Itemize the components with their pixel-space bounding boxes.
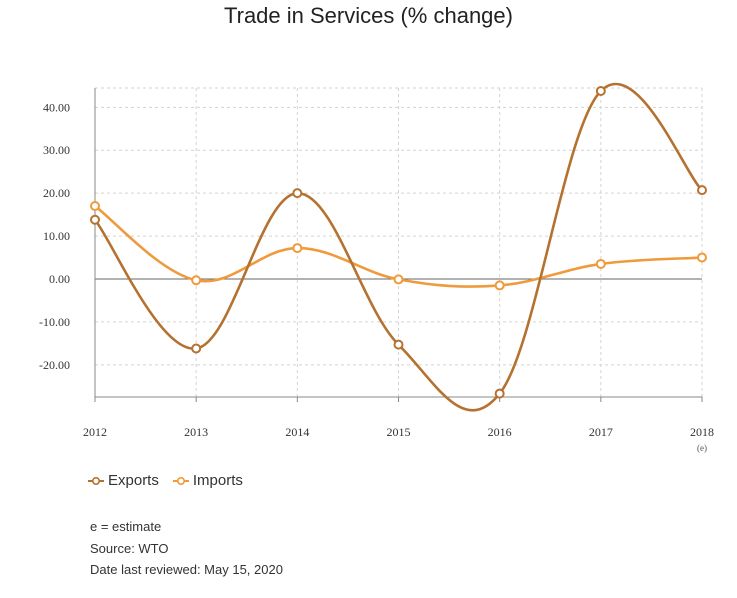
data-point-exports[interactable] [494,388,505,399]
grid-lines [95,87,703,397]
line-chart: 40.00 30.00 20.00 10.00 0.00 -10.00 -20.00 201… [39,82,714,453]
chart-title: Trade in Services (% change) [224,3,513,28]
x-tick-label: 2013 [184,425,208,439]
legend-label-imports: Imports [192,472,243,489]
x-tick-label: 2012 [83,425,107,439]
data-point-exports[interactable] [90,214,100,225]
y-tick-label: -10.00 [39,315,70,329]
data-point-exports[interactable] [393,339,404,350]
x-tick-label: 2014 [285,425,309,439]
source-note: Source: WTO [90,540,169,556]
data-point-exports[interactable] [292,188,303,199]
data-point-imports[interactable] [494,280,505,291]
data-point-imports[interactable] [90,201,100,212]
estimate-note: e = estimate [90,519,162,534]
legend-item-exports[interactable]: Exports [88,472,159,489]
y-tick-label: 20.00 [43,186,70,200]
data-point-exports[interactable] [697,185,707,196]
y-tick-label: -20.00 [39,358,70,372]
data-point-exports[interactable] [595,86,606,97]
x-tick-label: 2018 [690,425,714,439]
data-point-imports[interactable] [292,243,303,254]
exports-marker-icon [88,476,104,485]
imports-marker-icon [172,476,189,485]
y-tick-label: 40.00 [43,100,70,114]
data-point-imports[interactable] [393,274,404,285]
y-tick-label: 10.00 [43,229,70,243]
x-tick-label: 2017 [589,425,613,439]
y-tick-labels: 40.00 30.00 20.00 10.00 0.00 -10.00 -20.00 [39,100,70,372]
legend-label-exports: Exports [108,472,159,489]
x-tick-labels: 2012 2013 2014 2015 2016 2017 2018 (e) [83,425,714,453]
reviewed-note: Date last reviewed: May 15, 2020 [90,562,283,577]
x-tick-note: (e) [697,443,707,453]
y-tick-label: 0.00 [49,272,70,286]
legend-item-imports[interactable]: Imports [172,472,243,489]
data-point-imports[interactable] [697,252,707,263]
data-point-exports[interactable] [191,343,202,354]
legend: Exports Imports [88,472,243,489]
x-tick-label: 2016 [488,425,512,439]
chart-notes: e = estimate Source: WTO Date last revie… [90,516,283,581]
data-points [90,86,707,399]
y-tick-label: 30.00 [43,143,70,157]
data-point-imports[interactable] [191,275,202,286]
data-point-imports[interactable] [595,258,606,269]
x-tick-label: 2015 [387,425,411,439]
